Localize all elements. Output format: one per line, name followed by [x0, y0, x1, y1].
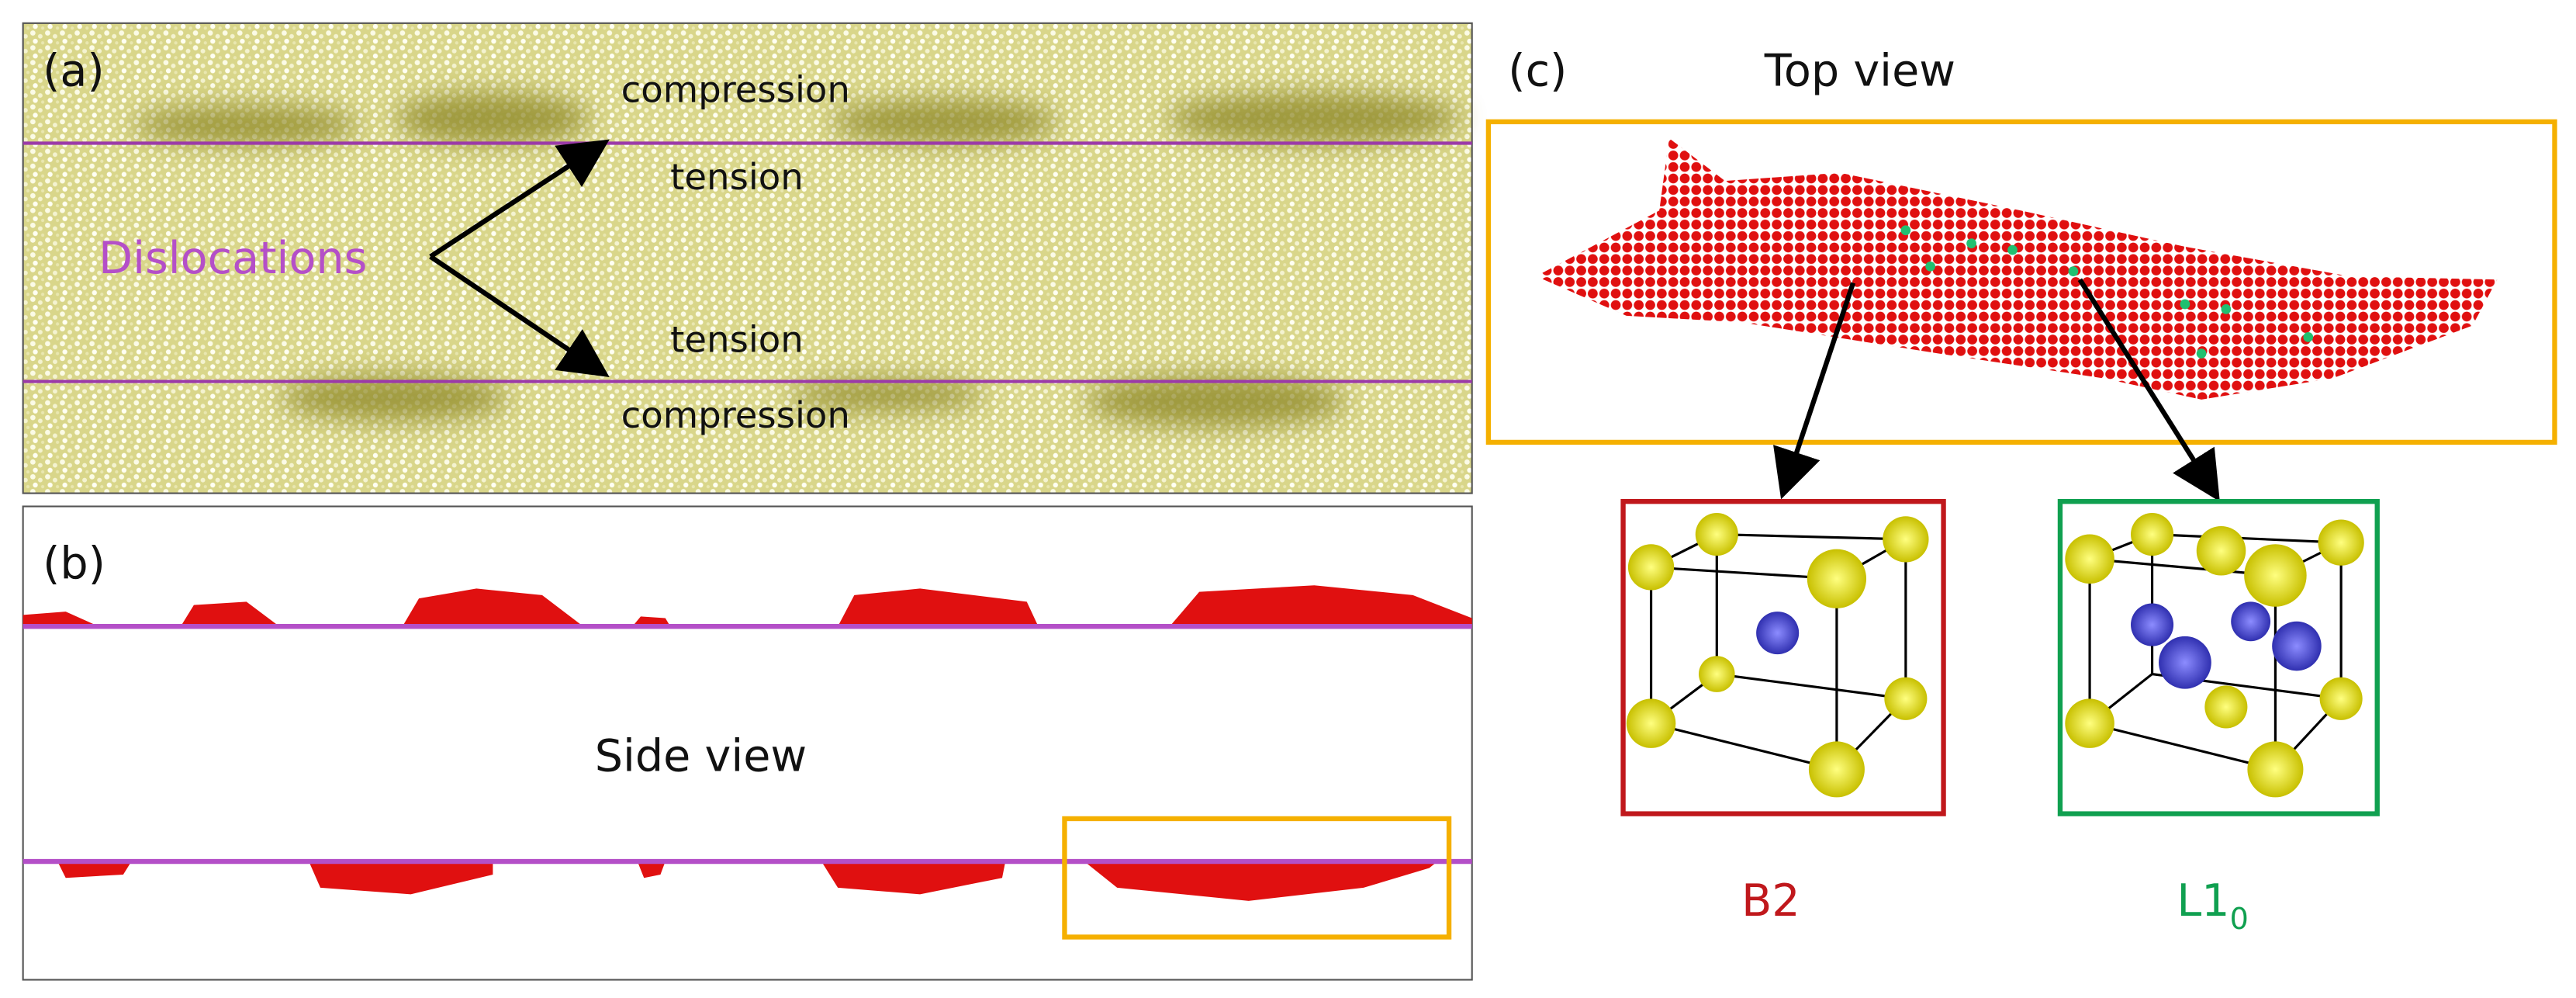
l10-atoms-cell [2065, 513, 2364, 798]
arrow [429, 139, 610, 259]
arrow [1773, 282, 1856, 500]
annotation: compression [621, 69, 850, 111]
annotation: compression [621, 394, 850, 436]
panel-c: (c) Top view [1485, 45, 2557, 936]
panel-label: (b) [43, 539, 105, 590]
b2-atoms [1626, 513, 1929, 798]
annotation: tension [670, 156, 804, 198]
arrow [2077, 278, 2220, 502]
panel-b-frame [22, 505, 1473, 981]
precipitate-cloud [1536, 138, 2498, 400]
structure-name: L1 [2177, 875, 2229, 927]
annotation: tension [670, 318, 804, 360]
l10-atoms [1900, 225, 2314, 359]
highlight-box [1062, 816, 1452, 940]
panel-label: (c) [1508, 45, 1567, 96]
strain-fields [131, 92, 1463, 428]
precipitates [22, 585, 1472, 901]
arrow [429, 254, 610, 377]
panel-label: (a) [43, 45, 105, 96]
caption: Top view [1764, 45, 1955, 96]
structure-label: L10 [2177, 875, 2248, 936]
caption: Side view [595, 731, 807, 782]
structure-label: B2 [1741, 875, 1800, 927]
structure-subscript: 0 [2230, 902, 2249, 936]
panel-a: (a) compression tension tension compress… [22, 22, 1473, 494]
dislocations-label: Dislocations [99, 233, 367, 284]
panel-b: (b) Side view [22, 505, 1473, 981]
